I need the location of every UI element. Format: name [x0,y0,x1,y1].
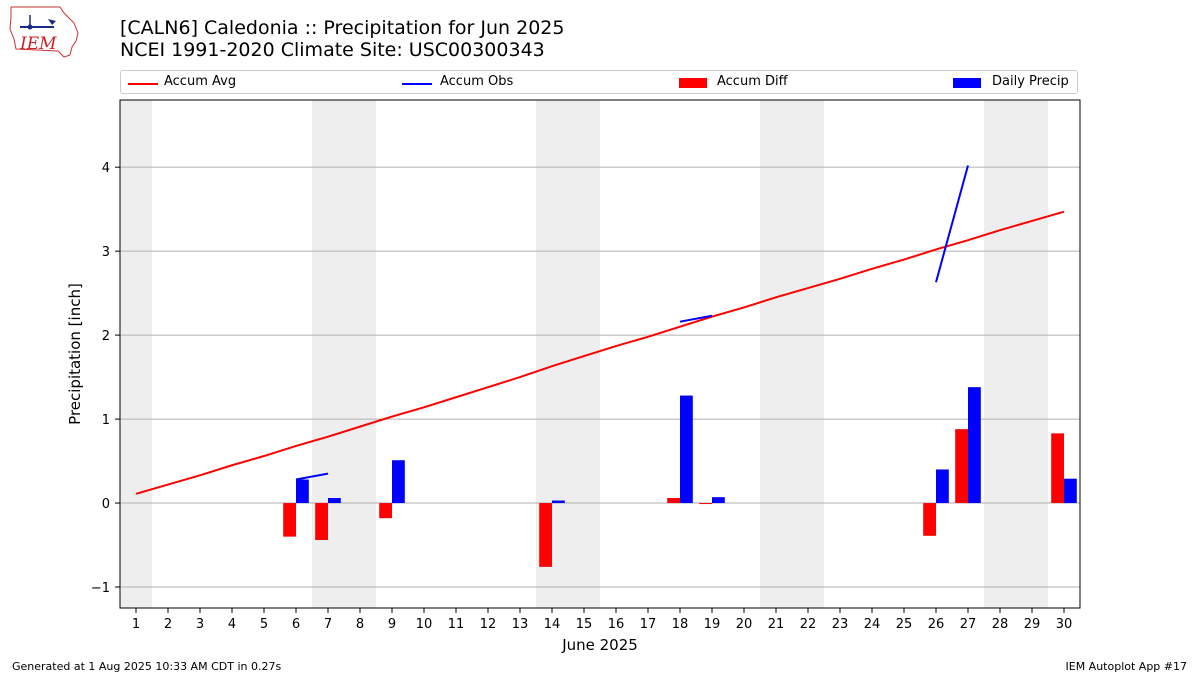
accum-obs-line [679,314,713,323]
iem-logo: IEM [9,6,79,58]
legend: Accum Avg Accum Obs Accum Diff Daily Pre… [120,70,1078,94]
x-tick-label: 2 [164,617,172,632]
weekend-band [312,100,344,608]
accum-diff-bar [379,503,392,519]
plot-frame [119,99,1081,609]
accum-avg-line [135,210,1065,495]
accum-diff-bar [699,503,712,505]
x-tick-label: 22 [800,617,817,632]
daily-precip-bar [296,479,309,504]
x-tick-label: 16 [608,617,625,632]
daily-precip-bar [680,395,693,504]
x-tick-label: 29 [1024,617,1041,632]
accum-diff-bar [315,503,328,540]
daily-precip-bar [552,500,565,504]
accum-diff-bar [955,429,968,504]
weekend-band [760,100,792,608]
legend-label-accum-avg: Accum Avg [164,74,237,89]
y-axis-label: Precipitation [inch] [66,283,84,425]
line-series [135,165,1065,495]
x-tick-label: 9 [388,617,396,632]
generated-timestamp: Generated at 1 Aug 2025 10:33 AM CDT in … [12,660,282,673]
y-tick-label: 3 [102,245,110,260]
weekend-band [1016,100,1048,608]
weekend-bands [120,100,1048,608]
legend-label-daily-precip: Daily Precip [992,74,1069,89]
accum-obs-line [935,165,969,283]
accum-diff-bar [667,498,680,504]
daily-precip-bar [1064,478,1077,504]
chart-subtitle: NCEI 1991-2020 Climate Site: USC00300343 [120,39,545,61]
accum-diff-bar [923,503,936,536]
x-tick-label: 3 [196,617,204,632]
x-tick-label: 7 [324,617,332,632]
y-axis: −1 0 1 2 3 4 [91,161,120,596]
y-tick-label: 1 [102,413,110,428]
x-tick-label: 10 [416,617,433,632]
daily-precip-bar [936,469,949,504]
x-tick-label: 12 [480,617,497,632]
x-tick-label: 13 [512,617,529,632]
weekend-band [120,100,152,608]
x-tick-label: 5 [260,617,268,632]
legend-label-accum-obs: Accum Obs [440,74,514,89]
legend-label-accum-diff: Accum Diff [717,74,788,89]
svg-text:IEM: IEM [19,34,57,54]
x-tick-label: 14 [544,617,561,632]
x-tick-label: 20 [736,617,753,632]
weekend-band [536,100,568,608]
x-tick-label: 23 [832,617,849,632]
y-tick-label: 4 [102,161,110,176]
weekend-band [344,100,376,608]
chart-title: [CALN6] Caledonia :: Precipitation for J… [120,17,565,39]
legend-swatch-accum-obs [402,83,432,85]
weekend-band [792,100,824,608]
grid-lines [120,166,1080,588]
x-tick-label: 27 [960,617,977,632]
x-tick-label: 28 [992,617,1009,632]
y-tick-label: 2 [102,329,110,344]
x-tick-label: 19 [704,617,721,632]
x-axis-label: June 2025 [561,636,638,654]
legend-swatch-accum-diff [679,78,707,88]
x-tick-label: 8 [356,617,364,632]
bar-series [283,387,1077,567]
x-tick-label: 6 [292,617,300,632]
x-tick-label: 26 [928,617,945,632]
daily-precip-bar [968,387,981,504]
legend-swatch-accum-avg [128,83,158,85]
x-tick-label: 15 [576,617,593,632]
legend-swatch-daily-precip [953,78,981,88]
weekend-band [984,100,1016,608]
weekend-band [568,100,600,608]
accum-diff-bar [1051,433,1064,504]
x-tick-label: 21 [768,617,785,632]
x-tick-label: 30 [1056,617,1073,632]
daily-precip-bar [712,497,725,504]
x-tick-label: 18 [672,617,689,632]
x-tick-label: 25 [896,617,913,632]
x-axis: 1 2 3 4 5 6 7 8 9 10 11 12 13 14 15 16 17 18 19 20 21 22 23 24 2… [132,608,1072,632]
x-tick-label: 17 [640,617,657,632]
accum-obs-line [295,472,329,481]
y-tick-label: 0 [102,497,110,512]
app-credit: IEM Autoplot App #17 [1065,660,1188,673]
x-tick-label: 11 [448,617,465,632]
x-tick-label: 4 [228,617,236,632]
daily-precip-bar [328,498,341,504]
y-tick-label: −1 [91,581,110,596]
accum-diff-bar [283,503,296,537]
x-tick-label: 24 [864,617,881,632]
accum-diff-bar [539,503,552,567]
x-tick-label: 1 [132,617,140,632]
daily-precip-bar [392,460,405,504]
